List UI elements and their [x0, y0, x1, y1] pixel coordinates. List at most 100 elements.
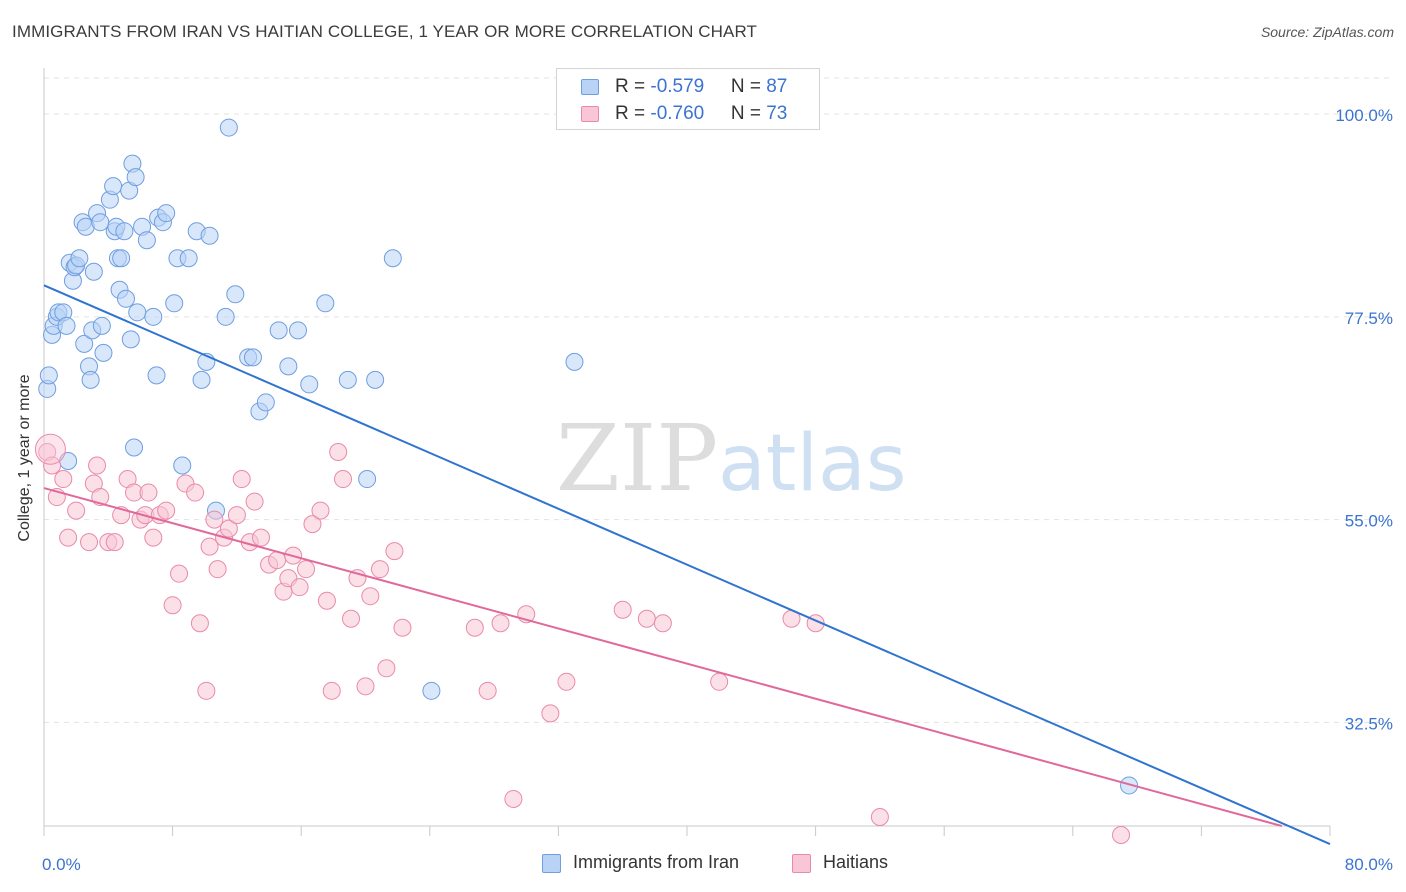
data-point: [165, 294, 184, 313]
legend-n-label: N =: [730, 103, 767, 124]
data-point: [279, 357, 298, 376]
data-point: [112, 249, 131, 268]
data-point: [173, 456, 192, 475]
legend-text-haiti: R = -0.760 N = 73: [615, 103, 787, 125]
data-point: [422, 681, 441, 700]
data-point: [465, 618, 484, 637]
data-point: [121, 330, 140, 349]
data-point: [219, 118, 238, 137]
data-point: [190, 614, 209, 633]
data-point: [205, 510, 224, 529]
data-point: [43, 456, 62, 475]
data-point: [226, 285, 245, 304]
y-tick-label: 55.0%: [1345, 512, 1393, 531]
trend-line: [43, 284, 1331, 845]
data-point: [252, 528, 271, 547]
correlation-legend: R = -0.579 N = 87 R = -0.760 N = 73: [556, 68, 820, 130]
chart-title: IMMIGRANTS FROM IRAN VS HAITIAN COLLEGE,…: [12, 22, 758, 41]
data-point-cluster: [34, 433, 66, 465]
data-point: [75, 334, 94, 353]
data-point: [147, 366, 166, 385]
data-point: [197, 681, 216, 700]
data-point: [115, 222, 134, 241]
tick-labels: 32.5% 55.0% 77.5% 100.0% 0.0% 80.0%: [42, 106, 1393, 874]
data-point: [329, 443, 348, 461]
data-point: [186, 483, 205, 502]
series-label-iran: Immigrants from Iran: [573, 852, 740, 872]
data-point: [366, 370, 385, 389]
data-point: [170, 564, 189, 583]
legend-r-label: R =: [615, 103, 651, 124]
data-point: [290, 578, 309, 597]
data-point: [94, 343, 113, 362]
legend-r-label: R =: [615, 76, 651, 97]
x-tick-label: 80.0%: [1345, 855, 1393, 874]
x-tick-label: 0.0%: [42, 855, 81, 874]
data-point: [144, 528, 163, 547]
data-point: [70, 249, 89, 268]
data-point: [269, 321, 288, 340]
legend-n-value: 87: [766, 76, 788, 97]
data-point: [163, 596, 182, 615]
data-point: [393, 618, 412, 637]
data-point: [57, 316, 76, 335]
legend-swatch-haiti: [581, 106, 599, 122]
data-point: [105, 533, 124, 552]
trend-line: [43, 487, 1283, 827]
data-point: [316, 294, 335, 313]
data-point: [478, 681, 497, 700]
data-point: [200, 537, 219, 556]
data-point: [565, 352, 584, 371]
data-point: [356, 677, 375, 696]
series-swatch-haiti: [792, 854, 811, 873]
data-point: [125, 438, 144, 457]
data-point: [300, 375, 319, 394]
data-point: [311, 501, 330, 520]
data-point: [613, 600, 632, 619]
data-point: [870, 807, 889, 826]
data-point: [80, 533, 99, 552]
data-point: [491, 614, 510, 633]
legend-r-value: -0.579: [650, 76, 705, 97]
data-point: [88, 456, 107, 475]
watermark-zip: ZIP: [556, 405, 718, 512]
data-point: [39, 366, 58, 385]
y-tick-label: 32.5%: [1345, 714, 1393, 733]
data-point: [157, 501, 176, 520]
data-point: [200, 226, 219, 245]
data-point: [288, 321, 307, 340]
data-point: [377, 659, 396, 678]
legend-swatch-iran: [581, 79, 599, 95]
data-point: [128, 303, 147, 322]
y-tick-label: 100.0%: [1335, 106, 1393, 125]
data-point: [383, 249, 402, 268]
data-point: [1120, 776, 1139, 795]
data-point: [256, 393, 275, 412]
data-point: [227, 506, 246, 525]
data-point: [126, 168, 145, 187]
series-label-haiti: Haitians: [823, 852, 889, 872]
data-point: [385, 542, 404, 561]
series-legend: Immigrants from Iran Haitians: [0, 852, 1406, 876]
data-point: [297, 560, 316, 579]
data-point: [91, 213, 110, 232]
data-point: [92, 316, 111, 335]
data-point: [358, 470, 377, 489]
data-point: [219, 519, 238, 538]
data-point: [303, 515, 322, 534]
trend-lines: [43, 284, 1331, 845]
legend-n-label: N =: [730, 76, 767, 97]
data-point: [637, 609, 656, 628]
data-point: [137, 231, 156, 250]
data-point: [116, 289, 135, 308]
data-point: [67, 501, 86, 520]
y-axis-label: College, 1 year or more: [16, 374, 33, 542]
data-point: [157, 204, 176, 223]
data-point: [342, 609, 361, 628]
data-point: [710, 672, 729, 691]
data-point: [232, 470, 251, 489]
data-point: [54, 470, 73, 489]
data-point: [370, 560, 389, 579]
data-point: [81, 370, 100, 389]
